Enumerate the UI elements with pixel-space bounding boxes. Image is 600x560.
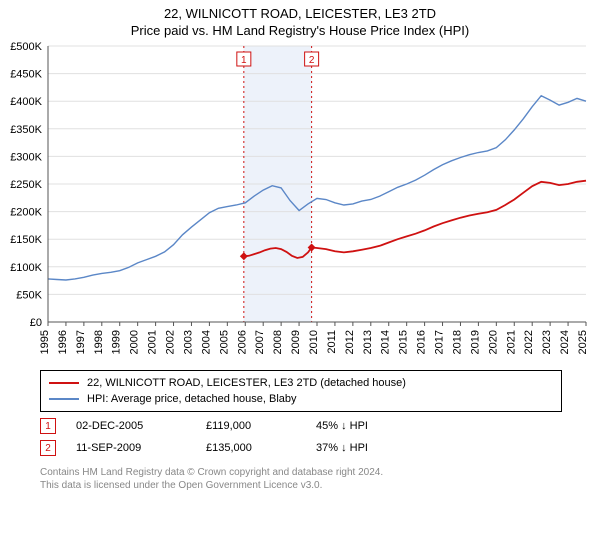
svg-text:2015: 2015 <box>398 330 410 354</box>
svg-text:2004: 2004 <box>200 330 212 354</box>
footer-line: This data is licensed under the Open Gov… <box>40 479 562 492</box>
svg-text:£150K: £150K <box>10 234 42 246</box>
svg-text:2016: 2016 <box>416 330 428 354</box>
legend-swatch <box>49 398 79 400</box>
legend: 22, WILNICOTT ROAD, LEICESTER, LE3 2TD (… <box>40 370 562 412</box>
transaction-diff: 45% ↓ HPI <box>316 420 416 432</box>
svg-text:2018: 2018 <box>451 330 463 354</box>
svg-text:£0: £0 <box>30 317 42 329</box>
page-subtitle: Price paid vs. HM Land Registry's House … <box>0 23 600 38</box>
svg-text:£350K: £350K <box>10 124 42 136</box>
transaction-marker-icon: 2 <box>40 440 56 456</box>
footer-attribution: Contains HM Land Registry data © Crown c… <box>40 466 562 492</box>
svg-text:£450K: £450K <box>10 69 42 81</box>
legend-item: 22, WILNICOTT ROAD, LEICESTER, LE3 2TD (… <box>49 375 553 391</box>
svg-text:£200K: £200K <box>10 207 42 219</box>
svg-text:1998: 1998 <box>93 330 105 354</box>
svg-text:2: 2 <box>309 55 315 66</box>
transaction-row: 2 11-SEP-2009 £135,000 37% ↓ HPI <box>40 440 600 456</box>
legend-label: HPI: Average price, detached house, Blab… <box>87 393 297 405</box>
footer-line: Contains HM Land Registry data © Crown c… <box>40 466 562 479</box>
svg-text:2002: 2002 <box>165 330 177 354</box>
svg-text:£300K: £300K <box>10 151 42 163</box>
svg-text:2019: 2019 <box>469 330 481 354</box>
svg-text:1996: 1996 <box>57 330 69 354</box>
svg-text:2023: 2023 <box>541 330 553 354</box>
svg-text:£50K: £50K <box>16 289 42 301</box>
transaction-price: £119,000 <box>206 420 316 432</box>
svg-text:1997: 1997 <box>75 330 87 354</box>
line-chart: £0£50K£100K£150K£200K£250K£300K£350K£400… <box>48 42 586 362</box>
svg-text:2025: 2025 <box>577 330 589 354</box>
svg-text:2009: 2009 <box>290 330 302 354</box>
transaction-diff: 37% ↓ HPI <box>316 442 416 454</box>
svg-text:2006: 2006 <box>236 330 248 354</box>
svg-text:2007: 2007 <box>254 330 266 354</box>
svg-text:2005: 2005 <box>218 330 230 354</box>
legend-swatch <box>49 382 79 384</box>
svg-text:2013: 2013 <box>362 330 374 354</box>
svg-text:2003: 2003 <box>182 330 194 354</box>
svg-text:£100K: £100K <box>10 262 42 274</box>
svg-text:2012: 2012 <box>344 330 356 354</box>
svg-text:£250K: £250K <box>10 179 42 191</box>
svg-text:1999: 1999 <box>111 330 123 354</box>
svg-text:2021: 2021 <box>505 330 517 354</box>
chart-svg: £0£50K£100K£150K£200K£250K£300K£350K£400… <box>48 42 586 362</box>
transaction-row: 1 02-DEC-2005 £119,000 45% ↓ HPI <box>40 418 600 434</box>
svg-text:2017: 2017 <box>434 330 446 354</box>
svg-text:2020: 2020 <box>487 330 499 354</box>
svg-text:2000: 2000 <box>129 330 141 354</box>
svg-text:2024: 2024 <box>559 330 571 354</box>
transaction-date: 02-DEC-2005 <box>76 420 206 432</box>
svg-text:2011: 2011 <box>326 330 338 354</box>
svg-text:2022: 2022 <box>523 330 535 354</box>
page-title-address: 22, WILNICOTT ROAD, LEICESTER, LE3 2TD <box>0 6 600 21</box>
svg-text:2014: 2014 <box>380 330 392 354</box>
svg-text:1: 1 <box>241 55 247 66</box>
svg-text:2010: 2010 <box>308 330 320 354</box>
transaction-price: £135,000 <box>206 442 316 454</box>
legend-label: 22, WILNICOTT ROAD, LEICESTER, LE3 2TD (… <box>87 377 406 389</box>
svg-text:2001: 2001 <box>147 330 159 354</box>
svg-text:£400K: £400K <box>10 96 42 108</box>
svg-text:£500K: £500K <box>10 41 42 53</box>
svg-text:1995: 1995 <box>39 330 51 354</box>
legend-item: HPI: Average price, detached house, Blab… <box>49 391 553 407</box>
svg-text:2008: 2008 <box>272 330 284 354</box>
transaction-marker-icon: 1 <box>40 418 56 434</box>
transaction-date: 11-SEP-2009 <box>76 442 206 454</box>
